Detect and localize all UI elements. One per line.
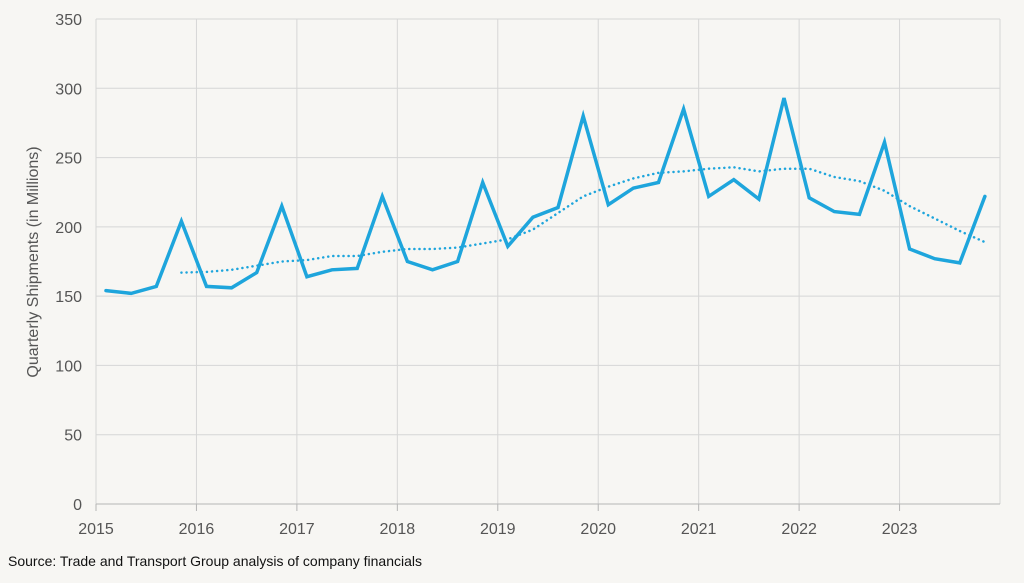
grid xyxy=(95,18,1001,511)
x-tick-label: 2019 xyxy=(480,521,516,538)
series-lines xyxy=(104,97,987,296)
x-tick-label: 2018 xyxy=(380,521,416,538)
x-tick-label: 2015 xyxy=(78,521,114,538)
x-tick-label: 2021 xyxy=(681,521,717,538)
shipments-line xyxy=(104,97,987,296)
x-tick-label: 2017 xyxy=(279,521,315,538)
tick-labels: 0 50 100 150 200 250 300 350 2015 2016 2017 2018 201… xyxy=(55,12,917,538)
y-axis-label: Quarterly Shipments (in Millions) xyxy=(25,146,42,377)
y-tick-label: 150 xyxy=(55,289,82,306)
x-tick-label: 2020 xyxy=(580,521,616,538)
x-tick-label: 2023 xyxy=(882,521,918,538)
y-tick-label: 200 xyxy=(55,220,82,237)
source-note: Source: Trade and Transport Group analys… xyxy=(8,553,422,569)
y-tick-label: 100 xyxy=(55,358,82,375)
y-tick-label: 50 xyxy=(64,428,82,445)
y-tick-label: 300 xyxy=(55,81,82,98)
y-tick-label: 350 xyxy=(55,12,82,29)
y-tick-label: 0 xyxy=(73,497,82,514)
x-tick-label: 2016 xyxy=(179,521,215,538)
x-tick-label: 2022 xyxy=(781,521,817,538)
trend-line xyxy=(180,166,987,274)
y-tick-label: 250 xyxy=(55,151,82,168)
